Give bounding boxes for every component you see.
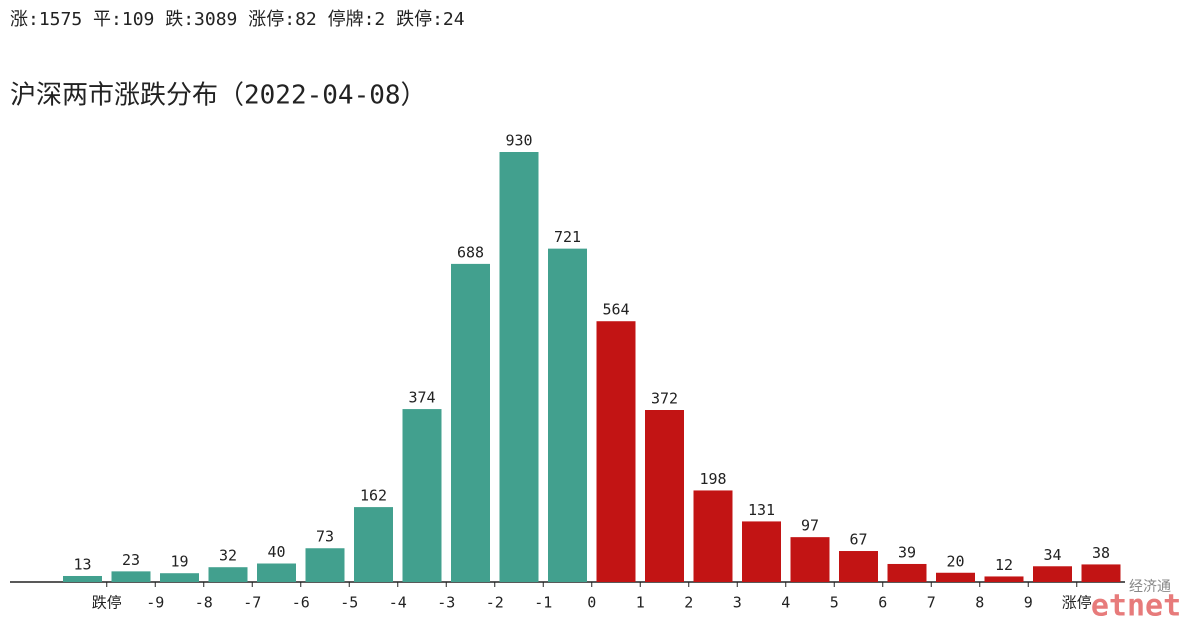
bar: [742, 521, 781, 582]
value-label: 32: [219, 547, 237, 565]
value-label: 34: [1043, 546, 1061, 564]
value-label: 13: [73, 555, 91, 573]
value-label: 374: [408, 389, 435, 407]
x-tick-label: -6: [292, 594, 310, 612]
bar: [257, 563, 296, 582]
x-tick-label: 跌停: [92, 594, 122, 612]
x-tick-label: -3: [437, 594, 455, 612]
value-label: 721: [554, 228, 581, 246]
value-label: 20: [946, 552, 964, 570]
x-tick-label: -9: [146, 594, 164, 612]
x-tick-label: -4: [389, 594, 407, 612]
bar: [887, 563, 927, 582]
value-label: 564: [602, 301, 629, 319]
value-label: 372: [651, 390, 678, 408]
value-label: 688: [457, 243, 484, 261]
bar: [839, 551, 878, 582]
bar: [451, 263, 490, 582]
x-tick-label: 6: [878, 594, 887, 612]
summary: 涨:1575 平:109 跌:3089 涨停:82 停牌:2 跌停:24: [10, 9, 465, 30]
chart-title: 沪深两市涨跌分布（2022-04-08）: [10, 81, 427, 111]
value-label: 39: [898, 543, 916, 561]
x-tick-label: 7: [927, 594, 936, 612]
bar: [596, 321, 636, 582]
x-tick-label: 3: [733, 594, 742, 612]
watermark-top: 经济通: [1129, 579, 1171, 595]
bar: [936, 572, 975, 582]
x-tick-label: -8: [195, 594, 213, 612]
x-tick-label: -1: [534, 594, 552, 612]
bar: [160, 573, 199, 582]
value-label: 198: [699, 470, 726, 488]
value-label: 162: [360, 487, 387, 505]
x-tick-label: 2: [684, 594, 693, 612]
x-tick-label: 0: [587, 594, 596, 612]
bar: [208, 567, 248, 582]
bar: [63, 575, 102, 582]
x-tick-label: -7: [243, 594, 261, 612]
value-label: 73: [316, 528, 334, 546]
bar: [693, 490, 733, 582]
value-label: 38: [1092, 544, 1110, 562]
bar: [645, 410, 684, 582]
value-label: 19: [170, 553, 188, 571]
x-tick-label: 4: [781, 594, 790, 612]
bar: [354, 507, 393, 582]
x-tick-label: -5: [340, 594, 358, 612]
bar: [984, 576, 1024, 582]
bar: [548, 248, 587, 583]
x-tick-label: 9: [1024, 594, 1033, 612]
bar: [402, 409, 442, 582]
bar: [1033, 566, 1072, 582]
bar: [790, 537, 830, 582]
x-tick-label: 涨停: [1062, 594, 1092, 612]
bar: [499, 152, 539, 582]
x-tick-label: 8: [975, 594, 984, 612]
value-label: 40: [267, 543, 285, 561]
x-tick-label: 5: [830, 594, 839, 612]
value-label: 930: [505, 132, 532, 150]
x-tick-label: -2: [486, 594, 504, 612]
value-label: 67: [849, 531, 867, 549]
value-label: 12: [995, 556, 1013, 574]
value-label: 23: [122, 551, 140, 569]
watermark-bottom: etnet: [1091, 589, 1181, 622]
bar: [1081, 564, 1121, 582]
value-label: 131: [748, 501, 775, 519]
bar: [111, 571, 151, 582]
bar: [305, 548, 345, 582]
value-label: 97: [801, 517, 819, 535]
x-tick-label: 1: [636, 594, 645, 612]
